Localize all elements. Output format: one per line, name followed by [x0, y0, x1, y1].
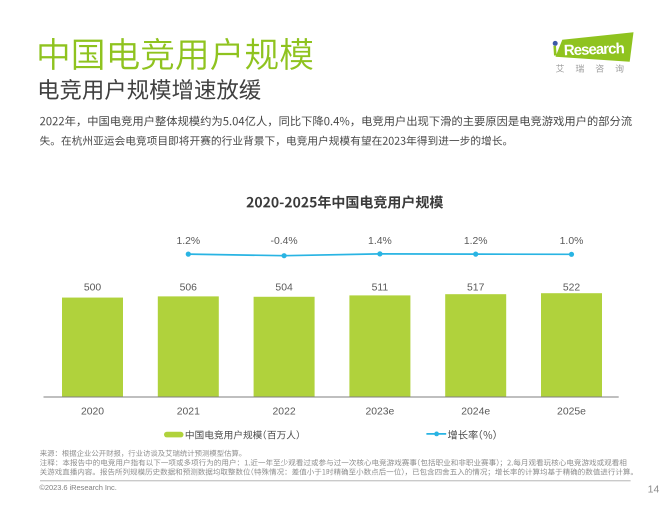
- svg-text:©2023.6 iResearch Inc.: ©2023.6 iResearch Inc.: [39, 483, 116, 492]
- svg-text:1.4%: 1.4%: [368, 236, 392, 247]
- svg-text:504: 504: [275, 282, 293, 293]
- svg-text:Research: Research: [564, 40, 625, 59]
- svg-text:1.2%: 1.2%: [176, 236, 200, 247]
- svg-text:2023e: 2023e: [365, 407, 394, 418]
- svg-text:500: 500: [84, 282, 102, 293]
- svg-text:2021: 2021: [177, 407, 200, 418]
- svg-text:511: 511: [372, 282, 389, 293]
- svg-text:506: 506: [180, 282, 198, 293]
- svg-text:1.2%: 1.2%: [464, 236, 488, 247]
- svg-text:2022: 2022: [273, 407, 296, 418]
- svg-text:522: 522: [563, 282, 581, 293]
- svg-text:-0.4%: -0.4%: [271, 236, 298, 247]
- svg-text:517: 517: [467, 282, 485, 293]
- svg-text:14: 14: [648, 483, 660, 495]
- svg-text:2024e: 2024e: [461, 407, 490, 418]
- svg-text:2025e: 2025e: [557, 407, 586, 418]
- svg-text:1.0%: 1.0%: [560, 236, 584, 247]
- svg-text:2020: 2020: [81, 407, 104, 418]
